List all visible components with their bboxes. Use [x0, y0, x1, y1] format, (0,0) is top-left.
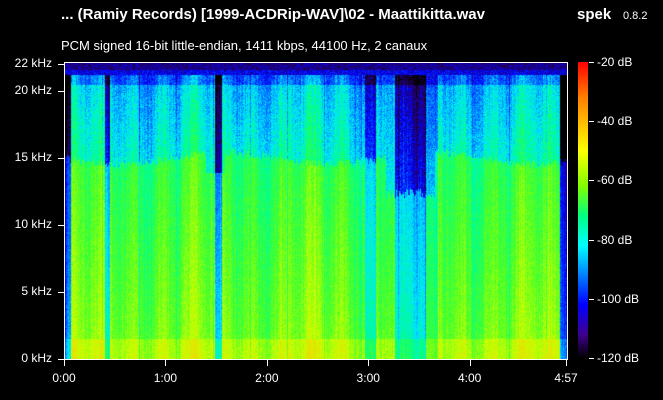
y-tick-label: 0 kHz	[21, 351, 52, 365]
colorbar-tick-label: -100 dB	[597, 291, 640, 306]
colorbar-tick-mark	[589, 121, 594, 123]
x-tick-mark	[566, 360, 567, 366]
x-tick-mark	[64, 360, 65, 366]
x-tick-label: 2:00	[255, 371, 279, 385]
y-tick-label: 10 kHz	[14, 216, 52, 231]
colorbar-tick-mark	[589, 298, 594, 300]
file-info: PCM signed 16-bit little-endian, 1411 kb…	[61, 38, 428, 53]
y-tick-label: 5 kHz	[21, 283, 52, 298]
x-tick-label: 1:00	[153, 371, 178, 385]
colorbar-tick-mark	[589, 62, 594, 63]
x-tick-mark	[368, 360, 370, 366]
colorbar-tick-mark	[589, 239, 594, 241]
colorbar-tick-mark	[589, 358, 594, 359]
y-tick-label: 20 kHz	[14, 82, 52, 97]
y-tick-label: 15 kHz	[14, 149, 52, 164]
x-tick-label: 4:00	[457, 371, 482, 385]
app-version: 0.8.2	[623, 10, 648, 22]
x-tick-mark	[165, 360, 167, 366]
colorbar	[578, 62, 588, 358]
spectrogram-plot[interactable]	[64, 62, 568, 360]
y-tick-label: 22 kHz	[14, 55, 52, 70]
y-tick-mark	[58, 63, 64, 65]
y-tick-mark	[58, 90, 64, 92]
colorbar-tick-label: -60 dB	[597, 173, 633, 188]
x-tick-label: 0:00	[52, 371, 76, 385]
x-tick-label: 3:00	[356, 371, 380, 385]
window-title: ... (Ramiy Records) [1999-ACDRip-WAV]\02…	[61, 6, 485, 23]
app-name: spek	[577, 6, 612, 23]
x-tick-mark	[266, 360, 268, 366]
y-tick-mark	[58, 359, 64, 360]
spectrogram-canvas	[65, 63, 567, 359]
x-tick-label: 4:57	[554, 371, 578, 385]
y-tick-mark	[58, 291, 64, 293]
colorbar-tick-mark	[589, 180, 594, 182]
y-tick-mark	[58, 224, 64, 226]
y-tick-mark	[58, 157, 64, 159]
x-tick-mark	[469, 360, 471, 366]
colorbar-tick-label: -40 dB	[597, 114, 633, 129]
colorbar-tick-label: -20 dB	[597, 55, 633, 69]
colorbar-tick-label: -120 dB	[597, 351, 640, 365]
colorbar-tick-label: -80 dB	[597, 232, 633, 247]
